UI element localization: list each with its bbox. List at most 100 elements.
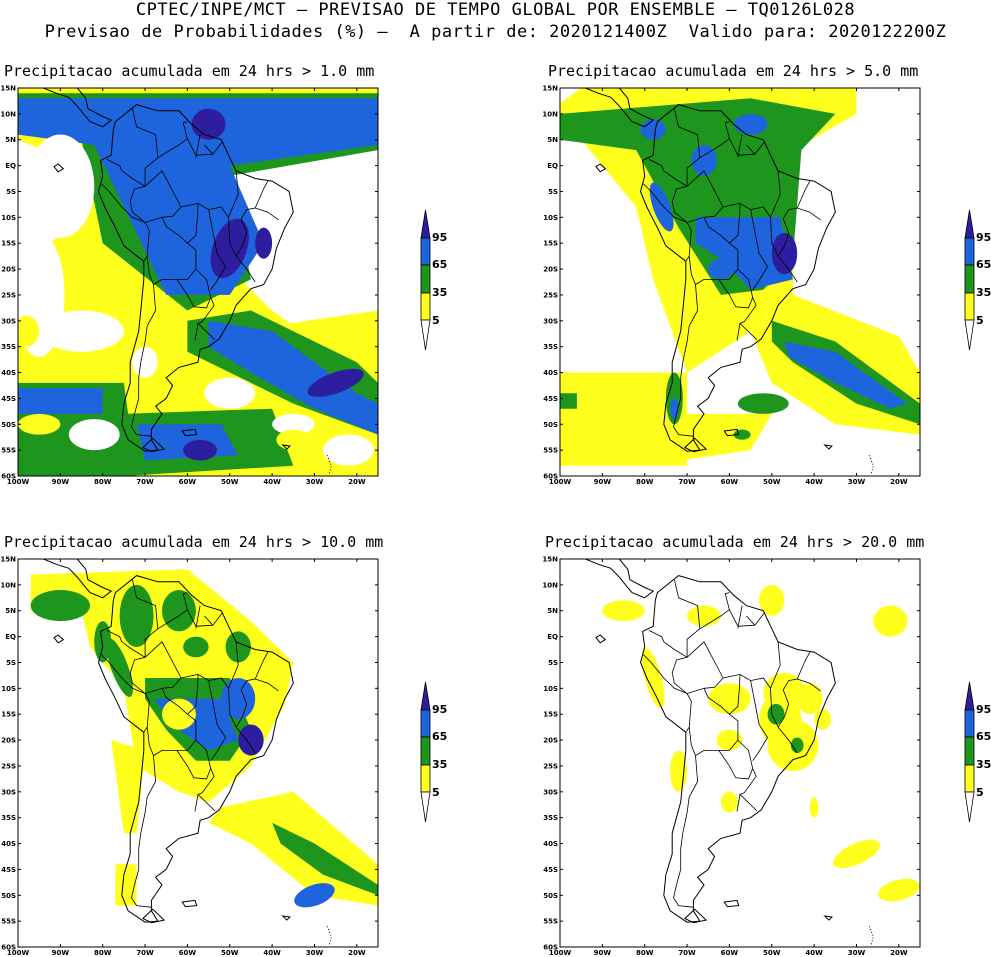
field-blob bbox=[183, 636, 209, 658]
lat-label: 50S bbox=[1, 421, 16, 429]
legend-swatch-white bbox=[420, 791, 431, 823]
map-panel-4: 15N 10N 5N EQ 5S 10S 15S 20S 25S 30S 35S 40S 45S 50S 5… bbox=[542, 556, 921, 957]
lat-label: 60S bbox=[543, 473, 558, 481]
field-blob bbox=[30, 590, 91, 622]
country-border bbox=[648, 159, 688, 187]
field-blob bbox=[294, 883, 335, 908]
country-border bbox=[144, 641, 182, 679]
country-border bbox=[176, 739, 212, 780]
legend-label: 65 bbox=[976, 730, 991, 743]
lon-label: 50W bbox=[763, 478, 781, 486]
legend-swatch-blue bbox=[964, 237, 975, 266]
field-region bbox=[784, 341, 908, 409]
field-blob bbox=[670, 750, 688, 792]
island-coastline bbox=[823, 444, 833, 450]
lat-label: 35S bbox=[543, 814, 558, 822]
field-region bbox=[115, 864, 137, 906]
sandwich-islands bbox=[868, 926, 874, 945]
field-blob bbox=[307, 368, 364, 397]
country-border bbox=[736, 323, 741, 341]
country-border bbox=[724, 121, 730, 139]
field-blob bbox=[814, 709, 832, 730]
country-border bbox=[673, 284, 699, 437]
sandwich-islands bbox=[326, 455, 332, 474]
lat-label: 45S bbox=[1, 395, 16, 403]
lat-label: 20S bbox=[543, 737, 558, 745]
legend-label: 35 bbox=[976, 286, 991, 299]
lat-label: 30S bbox=[543, 317, 558, 325]
legend-swatch-blue bbox=[420, 237, 431, 266]
field-blob bbox=[602, 600, 645, 622]
lon-label: 70W bbox=[136, 478, 154, 486]
legend-panel-4: 95 65 35 5 bbox=[964, 681, 991, 823]
field-region bbox=[272, 822, 378, 896]
country-border bbox=[703, 202, 821, 257]
lon-label: 90W bbox=[52, 949, 70, 957]
lat-label: 60S bbox=[1, 944, 16, 952]
lon-label: 80W bbox=[636, 949, 654, 957]
lat-label: 35S bbox=[543, 343, 558, 351]
lon-label: 70W bbox=[136, 949, 154, 957]
country-border bbox=[235, 255, 256, 283]
field-blob bbox=[797, 196, 899, 280]
legend-swatch-green bbox=[964, 736, 975, 766]
island-coastline bbox=[823, 915, 833, 921]
lon-label: 50W bbox=[221, 949, 239, 957]
island-coastline bbox=[181, 899, 198, 908]
lat-label: 5N bbox=[547, 607, 558, 615]
lon-label: 20W bbox=[890, 949, 908, 957]
legend-label: 5 bbox=[976, 786, 984, 799]
field-region bbox=[695, 217, 793, 290]
country-border bbox=[770, 170, 781, 218]
country-border bbox=[736, 794, 741, 812]
legend-swatch-green bbox=[420, 736, 431, 766]
country-border bbox=[157, 138, 223, 159]
lon-label: 70W bbox=[678, 949, 696, 957]
lat-label: 50S bbox=[1, 892, 16, 900]
legend-swatch-purple bbox=[964, 209, 975, 239]
lon-label: 30W bbox=[306, 478, 324, 486]
field-blob bbox=[132, 346, 158, 378]
lat-label: EQ bbox=[5, 633, 16, 641]
lat-label: 55S bbox=[543, 447, 558, 455]
country-border bbox=[106, 159, 146, 187]
country-border bbox=[101, 183, 150, 262]
coastlines bbox=[560, 88, 874, 474]
country-border bbox=[204, 144, 214, 155]
lat-label: 60S bbox=[1, 473, 16, 481]
legend-swatch-blue bbox=[420, 709, 431, 738]
field-blob bbox=[687, 605, 721, 627]
plot-frame bbox=[559, 558, 921, 948]
island-coastline bbox=[684, 908, 708, 924]
lon-label: 90W bbox=[594, 478, 612, 486]
lon-label: 60W bbox=[179, 949, 197, 957]
island-coastline bbox=[181, 428, 198, 437]
country-border bbox=[739, 297, 758, 341]
lat-label: 55S bbox=[543, 918, 558, 926]
country-border bbox=[254, 651, 269, 680]
sandwich-islands bbox=[868, 455, 874, 474]
lat-label: 25S bbox=[543, 291, 558, 299]
lat-label: 15S bbox=[1, 240, 16, 248]
lat-label: 35S bbox=[1, 343, 16, 351]
lat-label: 10N bbox=[542, 110, 558, 118]
lat-label: 45S bbox=[543, 395, 558, 403]
lat-label: 20S bbox=[1, 266, 16, 274]
lat-label: 10S bbox=[1, 685, 16, 693]
country-border bbox=[648, 630, 688, 658]
lat-label: 45S bbox=[543, 866, 558, 874]
country-border bbox=[729, 674, 741, 715]
legend-label: 95 bbox=[432, 703, 447, 716]
lon-label: 60W bbox=[721, 949, 739, 957]
lon-label: 20W bbox=[348, 949, 366, 957]
country-border bbox=[724, 592, 730, 610]
country-border bbox=[187, 203, 199, 244]
field-blob bbox=[737, 393, 789, 414]
legend-swatch-yellow bbox=[420, 292, 431, 321]
lat-label: 15N bbox=[542, 85, 558, 93]
legend-panel-1: 95 65 35 5 bbox=[420, 209, 447, 351]
lat-label: 30S bbox=[543, 788, 558, 796]
lat-label: 5N bbox=[5, 136, 16, 144]
country-border bbox=[737, 605, 743, 629]
lat-label: 5N bbox=[5, 607, 16, 615]
